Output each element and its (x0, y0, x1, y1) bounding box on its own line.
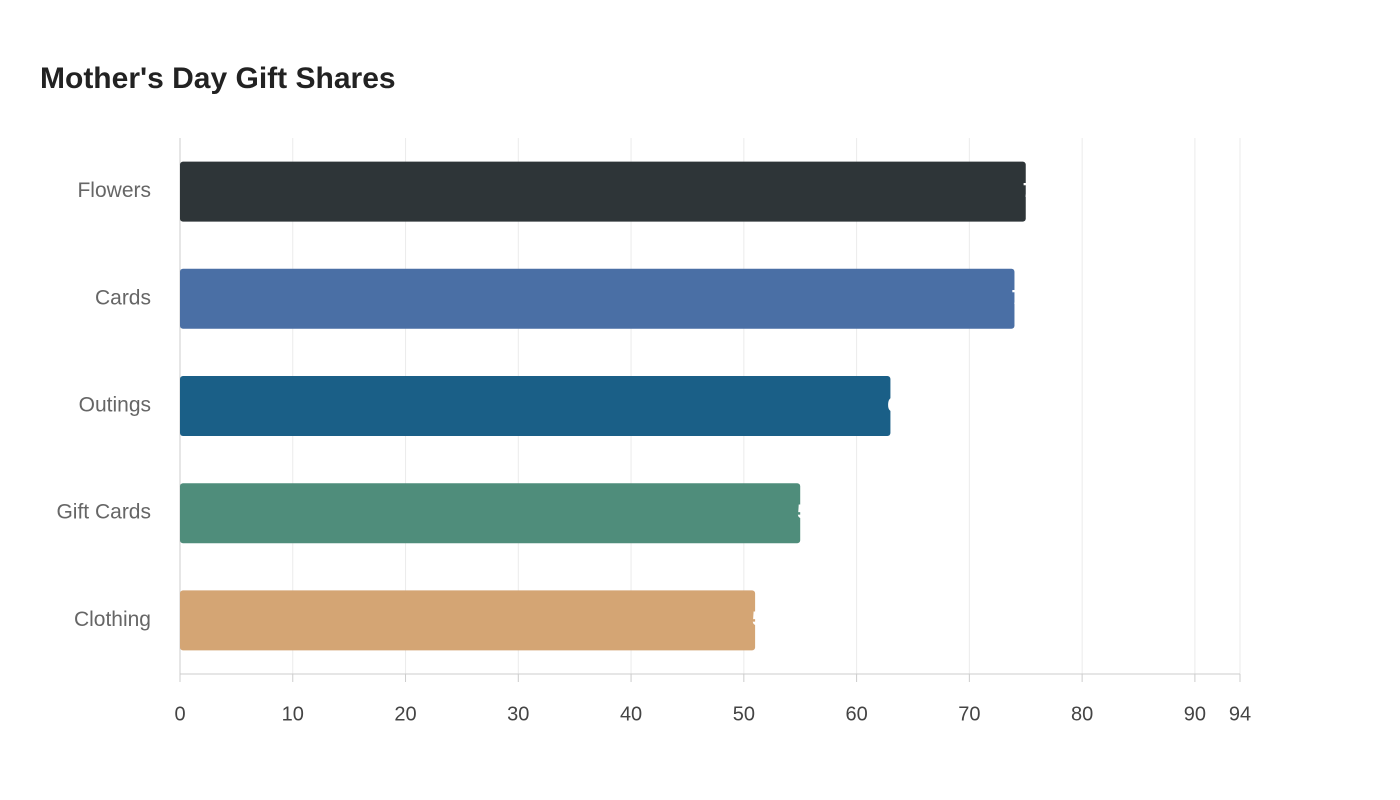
value-label: 51 (752, 609, 774, 631)
value-label: 74 (1011, 287, 1034, 309)
y-tick-label: Outings (79, 394, 151, 417)
x-tick-label: 70 (958, 703, 980, 725)
y-tick-label: Cards (95, 286, 151, 309)
x-tick-label: 0 (174, 703, 185, 725)
bar (180, 590, 756, 651)
bar (180, 483, 801, 544)
x-tick-label: 80 (1071, 703, 1093, 725)
chart-title: Mother's Day Gift Shares (40, 62, 396, 95)
value-label: 55 (797, 501, 819, 523)
y-tick-label: Flowers (77, 179, 151, 202)
value-label: 63 (887, 394, 909, 416)
x-tick-label: 40 (620, 703, 642, 725)
value-label: 75 (1023, 180, 1045, 202)
y-tick-label: Clothing (74, 608, 151, 631)
x-tick-label: 60 (845, 703, 867, 725)
x-tick-label: 30 (507, 703, 529, 725)
bar (180, 376, 891, 436)
bar (180, 268, 1015, 329)
y-tick-label: Gift Cards (56, 501, 151, 524)
x-tick-label: 20 (394, 703, 416, 725)
x-tick-label: 10 (282, 703, 304, 725)
x-tick-label: 90 (1184, 703, 1206, 725)
x-tick-label: 94 (1229, 703, 1251, 725)
bar (180, 161, 1026, 222)
x-tick-label: 50 (733, 703, 755, 725)
